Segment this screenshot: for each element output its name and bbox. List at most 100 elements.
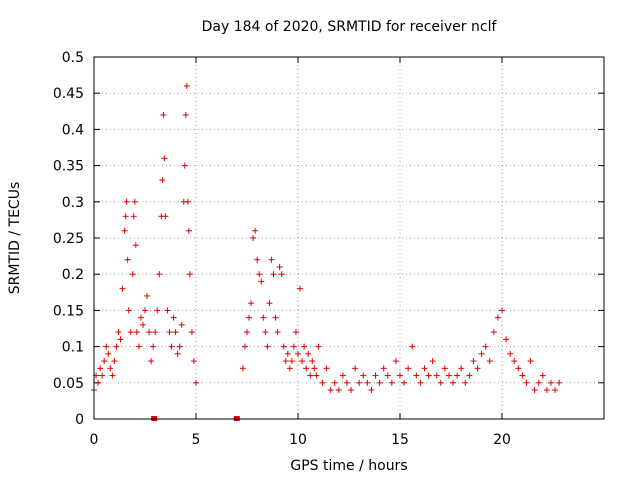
data-point [272,314,279,321]
data-point [417,379,424,386]
data-point [364,379,371,386]
x-tick-label: 20 [493,432,511,448]
data-point [315,343,322,350]
data-point [246,314,253,321]
data-point [184,198,191,205]
data-point [335,387,342,394]
data-point [170,314,177,321]
x-tick-label: 15 [391,432,409,448]
y-tick-label: 0.35 [53,159,84,175]
data-point [186,271,193,278]
data-point [307,372,314,379]
data-point [144,292,151,299]
data-point [260,314,267,321]
data-point [288,358,295,365]
data-point [547,379,554,386]
data-point [282,358,289,365]
data-point [139,321,146,328]
data-point [264,343,271,350]
data-point [301,343,308,350]
data-point [299,358,306,365]
data-point [162,213,169,220]
data-point [429,358,436,365]
data-point [284,350,291,357]
data-point [276,263,283,270]
data-point [129,271,136,278]
data-point [133,329,140,336]
data-point [103,343,110,350]
data-point [290,343,297,350]
data-point [178,321,185,328]
y-axis-label: SRMTID / TECUs [7,182,23,295]
data-point [176,343,183,350]
data-point [292,329,299,336]
data-point [111,358,118,365]
data-point [380,365,387,372]
data-point [552,387,559,394]
data-point [190,358,197,365]
data-point [280,343,287,350]
data-point [368,387,375,394]
data-point [156,271,163,278]
data-point [101,358,108,365]
data-point [286,365,293,372]
data-point [183,82,190,89]
x-axis-label: GPS time / hours [290,458,407,474]
data-point [131,198,138,205]
x-tick-label: 10 [289,432,307,448]
data-point [137,314,144,321]
data-point [445,372,452,379]
data-point [266,300,273,307]
y-tick-label: 0.1 [62,340,84,356]
data-point [413,372,420,379]
chart-title: Day 184 of 2020, SRMTID for receiver ncl… [202,19,498,35]
y-tick-label: 0.4 [62,122,84,138]
data-point [274,329,281,336]
data-point [388,379,395,386]
data-point [117,336,124,343]
data-point [295,350,301,357]
data-point [425,372,432,379]
data-point [125,307,132,314]
data-point [405,365,412,372]
data-point [372,372,379,379]
data-point [150,343,157,350]
data-point [160,111,167,118]
data-point [441,365,448,372]
data-point [278,271,285,278]
data-point [270,271,277,278]
data-point [466,372,473,379]
data-point [241,343,248,350]
y-tick-label: 0.25 [53,231,84,247]
data-point [258,278,265,285]
y-tick-label: 0.2 [62,267,84,283]
data-point [123,198,130,205]
data-point [454,372,461,379]
data-point [164,307,171,314]
data-point [339,372,346,379]
data-point [159,177,166,184]
data-point [95,379,102,386]
data-point [305,350,312,357]
data-point [421,365,428,372]
data-point [311,365,318,372]
data-point [119,285,126,292]
data-point [254,256,261,263]
data-point [482,343,489,350]
data-point [556,379,563,386]
grid-lines [94,57,604,419]
data-point [172,329,179,336]
data-point [252,227,259,234]
y-tick-label: 0.5 [62,50,84,66]
data-point [462,379,469,386]
data-point [490,329,497,336]
data-point [121,227,128,234]
y-tick-label: 0.05 [53,376,84,392]
data-point [161,155,168,162]
data-point [146,329,153,336]
axis-ticks: 0 0.05 0.1 0.15 0.2 0.25 0.3 0.35 0.4 0.45 0.5 0 5 10… [53,50,604,448]
data-point [348,387,355,394]
data-point [297,285,304,292]
data-point [166,329,173,336]
